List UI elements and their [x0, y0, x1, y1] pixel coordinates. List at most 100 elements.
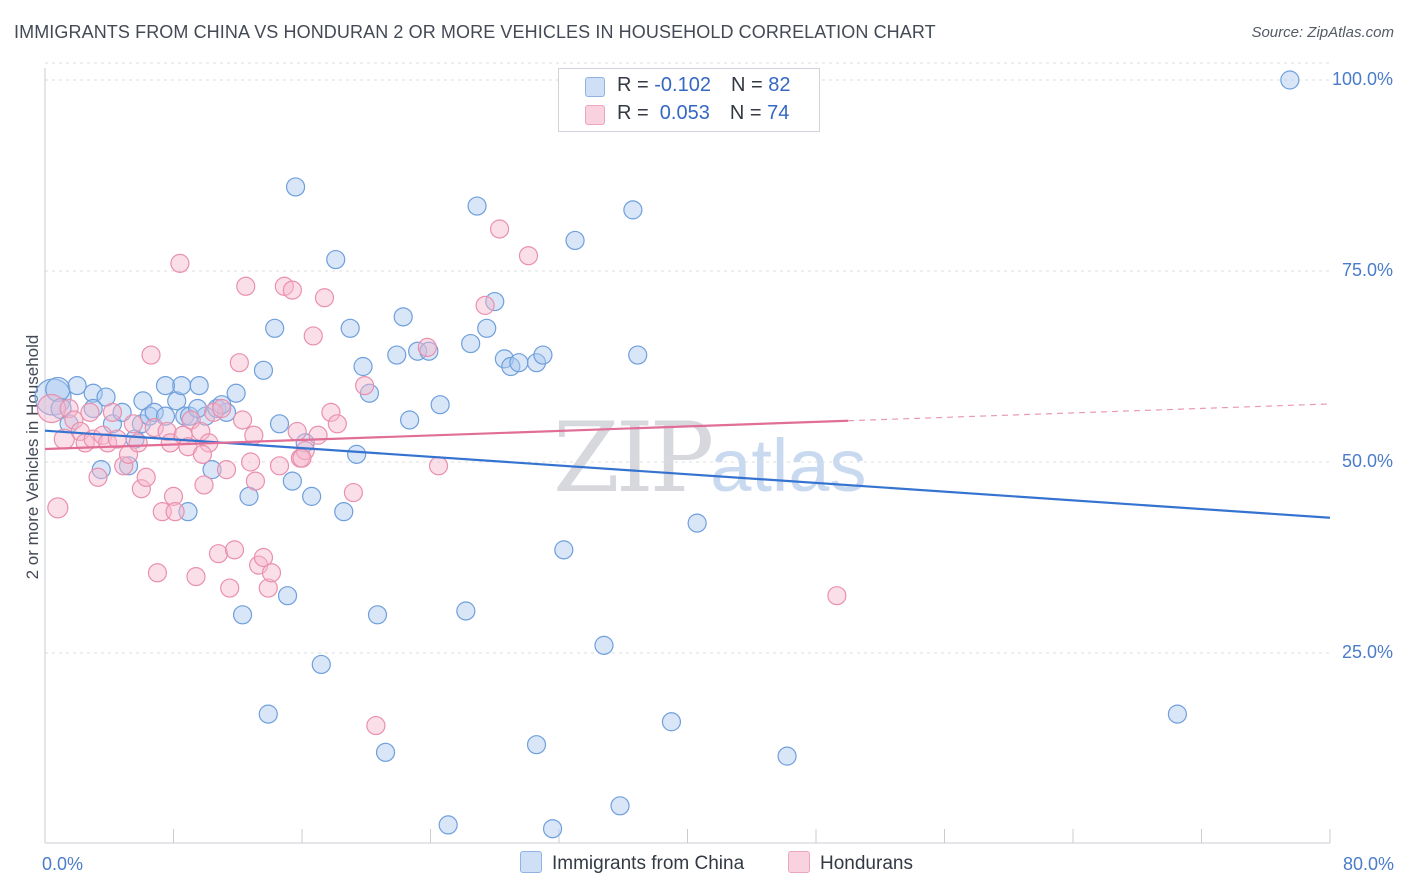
china-point — [438, 815, 458, 835]
legend-swatch-china — [585, 77, 605, 97]
china-point — [202, 460, 222, 480]
honduran-point — [428, 456, 449, 476]
honduran-trend-line-extension — [848, 403, 1331, 422]
honduran-point — [220, 578, 240, 598]
china-point — [687, 513, 707, 533]
china-point — [302, 486, 322, 506]
honduran-point — [321, 402, 341, 422]
honduran-point — [102, 402, 123, 422]
honduran-trend-line — [44, 419, 849, 451]
legend-r-label: R = — [617, 74, 655, 96]
china-point — [1280, 70, 1300, 90]
bottom-legend-swatch-hondurans — [788, 851, 810, 873]
china-point — [265, 318, 285, 338]
china-point — [67, 376, 87, 396]
honduran-point — [236, 276, 256, 296]
honduran-point — [208, 544, 229, 564]
china-point — [269, 414, 290, 434]
honduran-point — [88, 467, 108, 487]
honduran-point — [216, 460, 237, 480]
honduran-point — [269, 456, 290, 476]
honduran-point — [229, 353, 249, 373]
china-point — [131, 414, 151, 434]
honduran-point — [417, 337, 437, 357]
honduran-point — [287, 421, 307, 442]
china-point — [367, 605, 388, 625]
honduran-point — [327, 414, 347, 434]
honduran-point — [64, 410, 84, 430]
china-point — [594, 635, 614, 655]
honduran-point — [343, 482, 363, 503]
china-point — [144, 402, 164, 422]
bottom-legend-label-hondurans: Hondurans — [820, 853, 913, 874]
y-tick-label: 100.0% — [1332, 69, 1393, 89]
watermark: ZIPatlas — [553, 402, 867, 514]
china-point — [285, 177, 306, 197]
china-point — [340, 318, 360, 338]
china-point — [533, 345, 553, 365]
honduran-point — [131, 479, 151, 499]
honduran-point — [241, 452, 261, 472]
china-point — [326, 249, 346, 270]
china-point — [393, 307, 413, 327]
honduran-point — [136, 467, 156, 487]
china-point — [477, 318, 497, 338]
china-point — [430, 395, 450, 415]
honduran-point — [292, 448, 312, 468]
legend-text-hondurans: R = 0.053 N = 74 — [617, 102, 789, 125]
china-point — [334, 502, 354, 522]
bottom-legend-hondurans: Hondurans — [788, 851, 913, 875]
china-point — [375, 742, 396, 762]
legend-r-value: 0.053 — [654, 102, 710, 124]
china-point — [461, 333, 481, 354]
china-point — [456, 601, 476, 621]
china-trend-line — [44, 429, 1331, 519]
honduran-point — [489, 219, 510, 239]
source-credit: Source: ZipAtlas.com — [1251, 24, 1394, 41]
china-point — [347, 444, 367, 464]
china-point — [542, 819, 563, 839]
honduran-point — [282, 280, 302, 300]
china-point — [467, 196, 487, 216]
honduran-point — [212, 398, 232, 419]
china-point — [661, 712, 682, 732]
honduran-point — [303, 326, 323, 346]
honduran-point — [123, 414, 143, 434]
honduran-point — [80, 402, 100, 422]
y-tick-label: 25.0% — [1342, 642, 1393, 662]
china-point — [554, 540, 574, 560]
china-point — [155, 406, 176, 426]
china-point — [282, 471, 302, 491]
legend-n-label: N = — [729, 102, 768, 124]
legend-r-label: R = — [617, 102, 655, 124]
y-tick-label: 75.0% — [1342, 260, 1393, 280]
honduran-point — [165, 502, 185, 522]
china-point — [112, 402, 132, 422]
honduran-point — [245, 471, 266, 491]
honduran-point — [475, 295, 495, 315]
honduran-point — [232, 410, 253, 430]
watermark-zip: ZIP — [553, 402, 714, 514]
china-point — [1167, 704, 1188, 724]
honduran-point — [170, 253, 190, 273]
honduran-point — [186, 566, 206, 587]
honduran-point — [147, 563, 168, 583]
honduran-point — [144, 418, 164, 438]
china-point — [777, 746, 797, 766]
honduran-point — [59, 398, 79, 419]
honduran-point — [827, 586, 847, 606]
china-point — [526, 353, 547, 373]
china-point — [628, 345, 648, 365]
honduran-point — [366, 715, 386, 736]
legend-r-value: -0.102 — [654, 74, 711, 96]
china-point — [494, 349, 514, 369]
honduran-point — [47, 497, 69, 519]
honduran-point — [128, 433, 148, 453]
honduran-point — [355, 376, 375, 396]
chart-title: IMMIGRANTS FROM CHINA VS HONDURAN 2 OR M… — [14, 22, 936, 42]
legend-text-china: R = -0.102 N = 82 — [617, 74, 790, 97]
legend-swatch-hondurans — [585, 105, 605, 125]
honduran-point — [261, 563, 282, 583]
legend-n-label: N = — [730, 74, 769, 96]
